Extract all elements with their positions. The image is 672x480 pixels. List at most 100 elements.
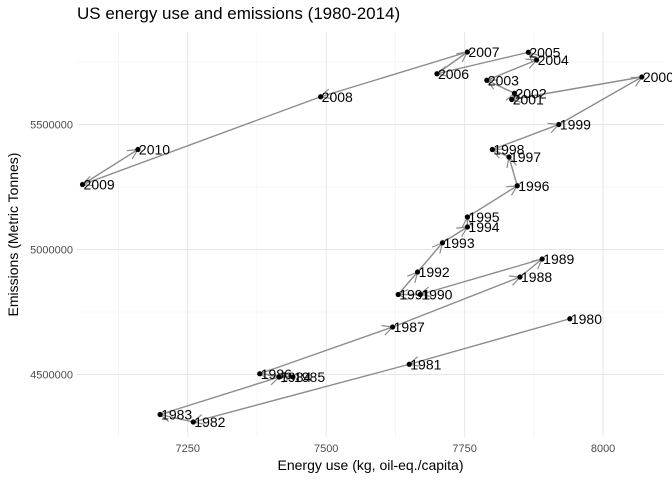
year-label-1980: 1980 (571, 311, 602, 327)
data-point-1999 (556, 121, 562, 128)
axes: 7250 7500 7750 8000 4500000 5000000 5500000 (30, 120, 615, 456)
arrow-1981-1982 (193, 363, 410, 422)
arrow-1989-1990 (420, 258, 543, 295)
data-point-1987 (390, 324, 396, 330)
data-point-1992 (414, 269, 421, 275)
arrow-1983-1984 (159, 377, 279, 416)
year-label-1990: 1990 (421, 287, 452, 303)
arrow-2009-2010 (82, 150, 138, 186)
x-tick-label: 7500 (314, 443, 338, 455)
data-points (79, 49, 645, 425)
arrow-2007-2008 (321, 51, 468, 97)
y-tick-label: 4500000 (30, 370, 73, 382)
arrow-1998-1999 (492, 125, 558, 151)
year-label-1987: 1987 (394, 319, 425, 335)
arrow-1988-1989 (519, 259, 542, 278)
x-axis-title: Energy use (kg, oil-eq./capita) (278, 457, 464, 473)
data-point-2008 (318, 94, 324, 100)
arrow-1995-1996 (467, 186, 517, 218)
data-point-1995 (464, 214, 471, 220)
data-point-1986 (257, 371, 263, 377)
data-point-1985 (290, 374, 296, 380)
data-point-2001 (509, 96, 515, 103)
year-label-2010: 2010 (139, 142, 170, 158)
arrow-1997-1998 (492, 150, 510, 158)
y-tick-label: 5500000 (30, 120, 73, 132)
year-label-1989: 1989 (543, 251, 574, 267)
data-point-1991 (395, 291, 401, 298)
year-label-2004: 2004 (538, 52, 569, 68)
data-point-1994 (464, 224, 471, 230)
arrow-1993-1994 (442, 227, 467, 244)
year-label-1985: 1985 (294, 369, 325, 385)
arrow-1987-1988 (392, 277, 520, 328)
x-tick-label: 7750 (452, 443, 476, 455)
year-label-1988: 1988 (521, 269, 552, 285)
y-axis-title: Emissions (Metric Tonnes) (5, 153, 21, 317)
data-point-2003 (484, 77, 490, 83)
data-point-1984 (276, 374, 282, 380)
data-point-1988 (517, 274, 523, 280)
year-label-1995: 1995 (468, 209, 499, 225)
year-label-1986: 1986 (261, 366, 292, 382)
data-point-1983 (157, 411, 163, 418)
arrow-1996-1997 (509, 157, 518, 186)
grid (77, 32, 664, 437)
data-point-1990 (417, 291, 423, 298)
year-label-1997: 1997 (510, 149, 541, 165)
data-point-1989 (539, 256, 545, 262)
arrow-2002-2003 (487, 80, 515, 94)
year-label-1993: 1993 (443, 235, 474, 251)
arrow-1986-1987 (259, 327, 393, 375)
arrow-2000-2001 (512, 76, 642, 100)
arrow-2006-2007 (436, 52, 467, 75)
year-label-1996: 1996 (518, 178, 549, 194)
data-point-1981 (406, 361, 412, 367)
data-point-2010 (135, 146, 141, 153)
arrow-1991-1992 (397, 272, 417, 295)
data-point-1980 (567, 316, 573, 322)
data-point-1982 (190, 419, 196, 425)
x-tick-label: 7250 (176, 443, 200, 455)
year-label-2002: 2002 (515, 85, 546, 101)
year-label-1994: 1994 (468, 219, 499, 235)
year-label-1998: 1998 (493, 142, 524, 158)
year-label-1984: 1984 (280, 369, 311, 385)
year-label-1981: 1981 (410, 356, 441, 372)
data-point-1998 (489, 146, 495, 153)
data-point-2000 (639, 74, 645, 80)
data-point-2009 (79, 181, 86, 188)
year-label-1983: 1983 (161, 407, 192, 423)
year-label-1999: 1999 (560, 117, 591, 133)
year-label-1982: 1982 (194, 414, 225, 430)
connecting-arrows (83, 52, 642, 422)
chart-title: US energy use and emissions (1980-2014) (77, 4, 401, 23)
data-point-1997 (506, 154, 512, 160)
data-point-2004 (534, 57, 540, 63)
year-label-2008: 2008 (322, 89, 353, 105)
data-point-2005 (525, 49, 531, 55)
arrow-1999-2000 (558, 77, 642, 126)
year-label-2001: 2001 (513, 92, 544, 108)
arrow-2003-2004 (486, 60, 537, 81)
arrow-1980-1981 (409, 318, 571, 365)
data-point-1996 (514, 183, 520, 189)
year-label-1992: 1992 (419, 264, 450, 280)
year-label-2000: 2000 (643, 69, 672, 85)
arrow-1982-1983 (160, 415, 194, 423)
data-point-2002 (511, 90, 518, 96)
year-label-2009: 2009 (84, 177, 115, 193)
year-label-2006: 2006 (438, 66, 469, 82)
year-label-2003: 2003 (488, 72, 519, 88)
year-label-2005: 2005 (529, 44, 560, 60)
y-tick-label: 5000000 (30, 245, 73, 257)
arrow-2008-2009 (83, 96, 321, 185)
x-tick-label: 8000 (591, 443, 615, 455)
arrow-1985-1986 (260, 374, 294, 377)
data-point-2006 (434, 71, 440, 77)
arrow-1992-1993 (417, 243, 443, 273)
arrow-2005-2006 (437, 51, 529, 74)
data-point-2007 (464, 49, 471, 55)
